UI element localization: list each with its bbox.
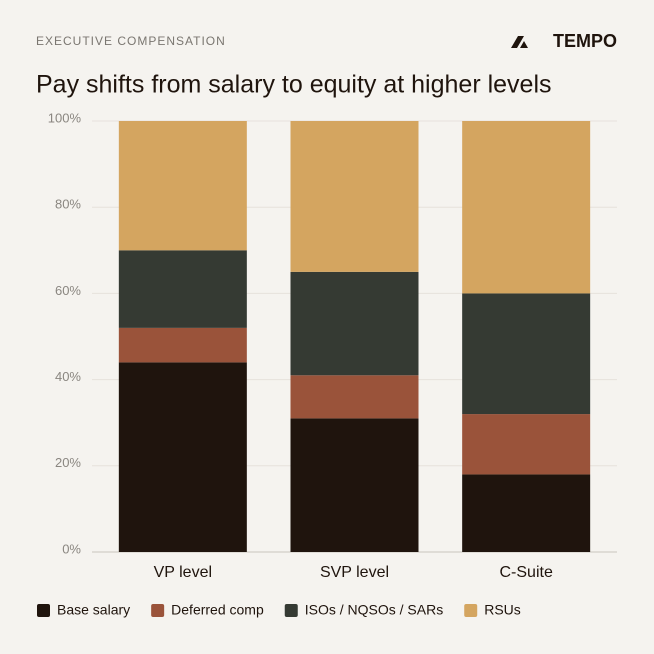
y-tick-label: 20% <box>55 455 81 470</box>
chart-title: Pay shifts from salary to equity at high… <box>36 71 552 99</box>
bar-segment <box>290 375 419 419</box>
x-tick-label: C-Suite <box>499 564 552 581</box>
legend-label: RSUs <box>484 602 521 618</box>
bar-segment <box>118 327 247 363</box>
x-tick-label: SVP level <box>320 564 389 581</box>
bar-segment <box>118 121 247 251</box>
bar-segment <box>462 293 591 415</box>
legend-label: Deferred comp <box>171 602 264 618</box>
eyebrow: EXECUTIVE COMPENSATION <box>36 34 226 48</box>
y-tick-label: 100% <box>48 110 82 125</box>
bar-segment <box>462 121 591 294</box>
bar-segment <box>290 121 419 272</box>
bar-segment <box>462 474 591 552</box>
legend-label: ISOs / NQSOs / SARs <box>305 602 443 618</box>
legend-swatch <box>151 604 165 617</box>
y-tick-label: 80% <box>55 197 81 212</box>
bar-segment <box>290 418 419 552</box>
bar-segment <box>118 362 247 552</box>
legend-swatch <box>284 604 298 617</box>
brand-glyph <box>511 36 528 48</box>
y-tick-label: 0% <box>62 541 81 556</box>
legend-swatch <box>37 604 50 617</box>
legend-label: Base salary <box>57 602 130 618</box>
x-tick-label: VP level <box>154 564 212 581</box>
bar-segment <box>118 250 247 328</box>
bar-segment <box>462 414 591 475</box>
y-tick-label: 40% <box>55 369 81 384</box>
bar-segment <box>290 271 419 376</box>
y-tick-label: 60% <box>55 283 81 298</box>
legend-swatch <box>464 604 478 617</box>
brand: TEMPO <box>553 31 617 51</box>
